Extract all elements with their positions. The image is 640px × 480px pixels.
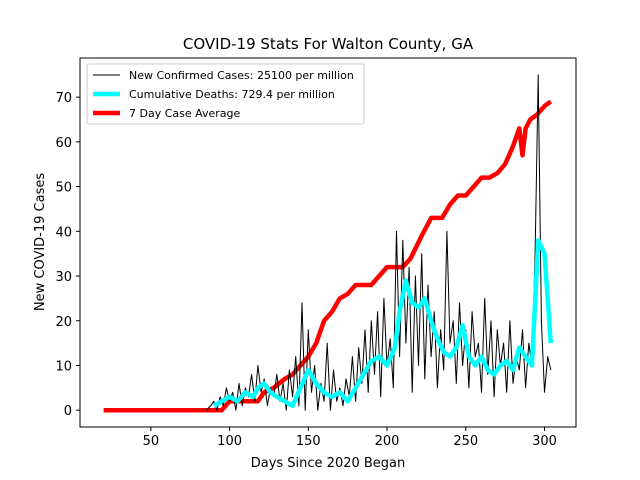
series-line-cumulative-deaths: [212, 238, 554, 409]
legend-entry-new-confirmed-cases: New Confirmed Cases: 25100 per million: [129, 69, 354, 82]
x-tick-label: 150: [296, 434, 321, 449]
x-tick-label: 250: [453, 434, 478, 449]
x-tick-label: 50: [143, 434, 160, 449]
series-line-new-confirmed-cases: [205, 74, 552, 411]
y-tick-label: 50: [55, 181, 72, 196]
y-tick-label: 20: [55, 315, 72, 330]
y-tick-label: 70: [55, 91, 72, 106]
y-tick-label: 60: [55, 136, 72, 151]
plot-frame: [79, 57, 577, 428]
y-tick-label: 10: [55, 360, 72, 375]
x-ticks: 50 100 150 200 250 300: [143, 427, 557, 449]
y-tick-label: 30: [55, 270, 72, 285]
legend-entry-seven-day-case-average: 7 Day Case Average: [129, 107, 241, 120]
x-tick-label: 100: [217, 434, 242, 449]
y-ticks: 0 10 20 30 40 50 60 70: [55, 91, 80, 419]
legend-entry-cumulative-deaths: Cumulative Deaths: 729.4 per million: [129, 88, 335, 101]
x-tick-label: 300: [532, 434, 557, 449]
series-layer: [103, 74, 554, 413]
y-axis-label: New COVID-19 Cases: [33, 173, 48, 311]
y-tick-label: 40: [55, 225, 72, 240]
y-tick-label: 0: [64, 404, 72, 419]
legend-box: [86, 63, 365, 125]
x-tick-label: 200: [375, 434, 400, 449]
x-axis-label: Days Since 2020 Began: [251, 456, 406, 471]
chart-title: COVID-19 Stats For Walton County, GA: [183, 35, 474, 53]
legend: New Confirmed Cases: 25100 per million Cu…: [86, 63, 365, 125]
